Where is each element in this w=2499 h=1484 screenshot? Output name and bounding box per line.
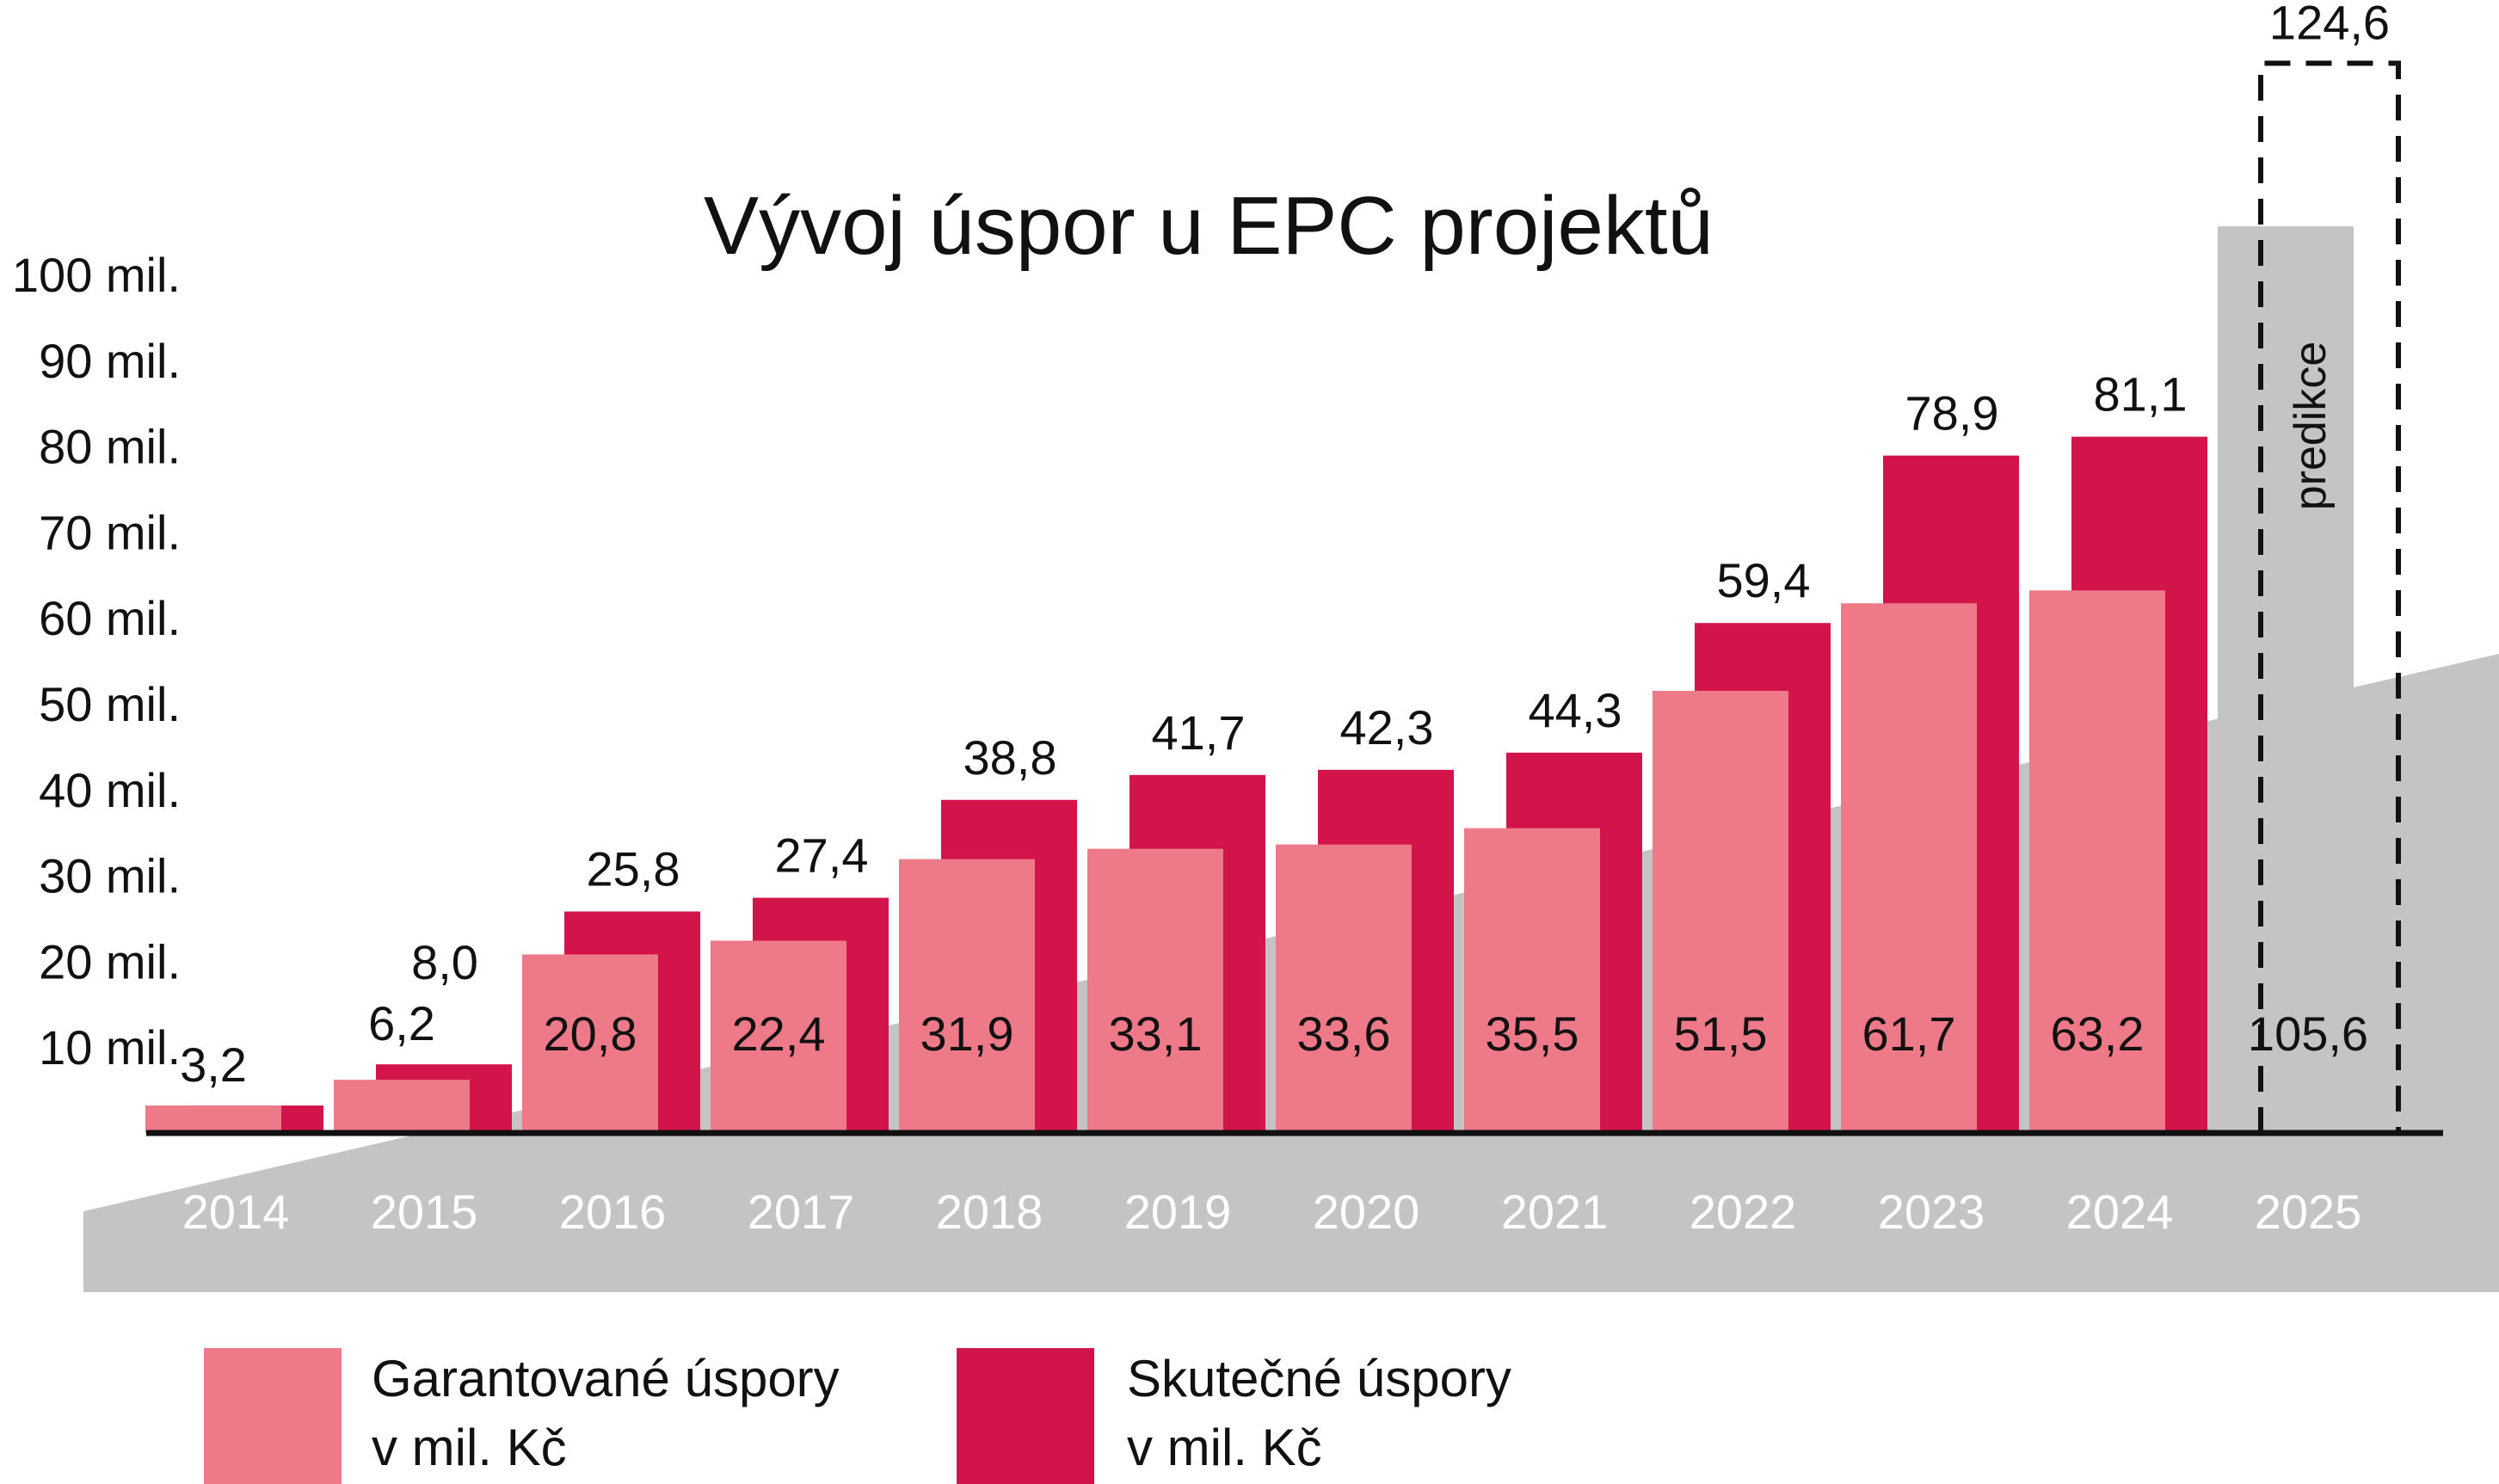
- label-guaranteed-2019: 33,1: [1109, 1007, 1203, 1061]
- x-tick-2017: 2017: [748, 1185, 855, 1239]
- bar-guaranteed-2015: [334, 1080, 470, 1133]
- x-tick-2021: 2021: [1501, 1185, 1609, 1239]
- x-tick-2016: 2016: [559, 1185, 667, 1239]
- x-tick-2022: 2022: [1690, 1185, 1797, 1239]
- y-tick-30: 30 mil.: [39, 849, 181, 903]
- bars-group: [145, 436, 2207, 1133]
- label-actual-2023: 78,9: [1905, 386, 1999, 440]
- label-guaranteed-2016: 20,8: [544, 1007, 637, 1061]
- label-actual-2018: 38,8: [963, 730, 1057, 785]
- y-tick-20: 20 mil.: [39, 934, 181, 988]
- label-actual-2016: 25,8: [587, 842, 680, 896]
- legend-guaranteed-line1: Garantované úspory: [372, 1350, 840, 1407]
- prediction-range-outline: [2258, 60, 2401, 1133]
- y-tick-10: 10 mil.: [39, 1020, 181, 1075]
- label-guaranteed-2018: 31,9: [920, 1007, 1014, 1061]
- bar-guaranteed-2023: [1841, 603, 1977, 1133]
- label-guaranteed-2022: 51,5: [1674, 1007, 1768, 1061]
- label-actual-2015: 8,0: [411, 935, 478, 989]
- label-guaranteed-2023: 61,7: [1862, 1007, 1956, 1061]
- prediction-group: 124,6 105,6 predikce: [2218, 0, 2401, 1133]
- legend-swatch-guaranteed: [204, 1348, 342, 1484]
- x-tick-2024: 2024: [2066, 1185, 2174, 1239]
- legend-swatch-actual: [957, 1348, 1094, 1484]
- label-guaranteed-2024: 63,2: [2051, 1007, 2145, 1061]
- label-guaranteed-2015: 6,2: [368, 996, 435, 1050]
- legend-guaranteed-line2: v mil. Kč: [372, 1419, 567, 1476]
- bar-guaranteed-2018: [899, 859, 1035, 1133]
- bar-guaranteed-2016: [522, 954, 658, 1133]
- label-actual-2017: 27,4: [775, 828, 869, 883]
- x-tick-2020: 2020: [1313, 1185, 1420, 1239]
- y-tick-100: 100 mil.: [12, 248, 181, 302]
- x-tick-2015: 2015: [371, 1185, 478, 1239]
- bar-guaranteed-2017: [711, 940, 846, 1133]
- label-guaranteed-2017: 22,4: [732, 1007, 826, 1061]
- y-tick-70: 70 mil.: [39, 505, 181, 559]
- legend-label-actual: Skutečné úspory v mil. Kč: [1127, 1345, 1511, 1482]
- x-tick-2023: 2023: [1878, 1185, 1985, 1239]
- legend-label-guaranteed: Garantované úspory v mil. Kč: [372, 1345, 840, 1482]
- legend-actual-line1: Skutečné úspory: [1127, 1350, 1511, 1407]
- bar-guaranteed-2020: [1276, 844, 1412, 1133]
- label-prediction-value: 105,6: [2248, 1007, 2368, 1061]
- bar-guaranteed-2019: [1087, 848, 1223, 1133]
- label-actual-2019: 41,7: [1152, 705, 1246, 760]
- x-axis-ticks: 2014 2015 2016 2017 2018 2019 2020 2021 2022 2023…: [182, 1185, 2362, 1239]
- label-prediction-upper: 124,6: [2269, 0, 2390, 49]
- bar-guaranteed-2021: [1464, 828, 1600, 1133]
- y-axis-ticks: 10 mil. 20 mil. 30 mil. 40 mil. 50 mil. 60 mi…: [12, 248, 181, 1075]
- y-tick-50: 50 mil.: [39, 677, 181, 731]
- x-tick-2019: 2019: [1124, 1185, 1232, 1239]
- label-actual-2021: 44,3: [1529, 683, 1622, 737]
- value-labels: 3,2 6,2 8,0 20,8 25,8 22,4 27,4 31,9 38,8 33,1 41,…: [180, 367, 2187, 1092]
- label-guaranteed-2020: 33,6: [1297, 1007, 1391, 1061]
- y-tick-90: 90 mil.: [39, 334, 181, 388]
- label-actual-2020: 42,3: [1340, 700, 1434, 754]
- bar-prediction-2025: [2218, 226, 2354, 1133]
- x-tick-2025: 2025: [2255, 1185, 2362, 1239]
- bar-guaranteed-2024: [2029, 590, 2165, 1133]
- bar-guaranteed-2014: [145, 1105, 281, 1133]
- bar-guaranteed-2022: [1653, 691, 1788, 1133]
- label-guaranteed-2014: 3,2: [180, 1038, 247, 1092]
- y-tick-60: 60 mil.: [39, 591, 181, 645]
- chart-title: Vývoj úspor u EPC projektů: [704, 180, 1714, 272]
- x-tick-2018: 2018: [936, 1185, 1043, 1239]
- x-tick-2014: 2014: [182, 1185, 290, 1239]
- label-actual-2024: 81,1: [2094, 367, 2188, 422]
- legend-actual-line2: v mil. Kč: [1127, 1419, 1322, 1476]
- label-prediction: predikce: [2286, 342, 2336, 511]
- label-actual-2022: 59,4: [1717, 553, 1811, 607]
- y-tick-80: 80 mil.: [39, 420, 181, 474]
- y-tick-40: 40 mil.: [39, 763, 181, 817]
- label-guaranteed-2021: 35,5: [1486, 1007, 1579, 1061]
